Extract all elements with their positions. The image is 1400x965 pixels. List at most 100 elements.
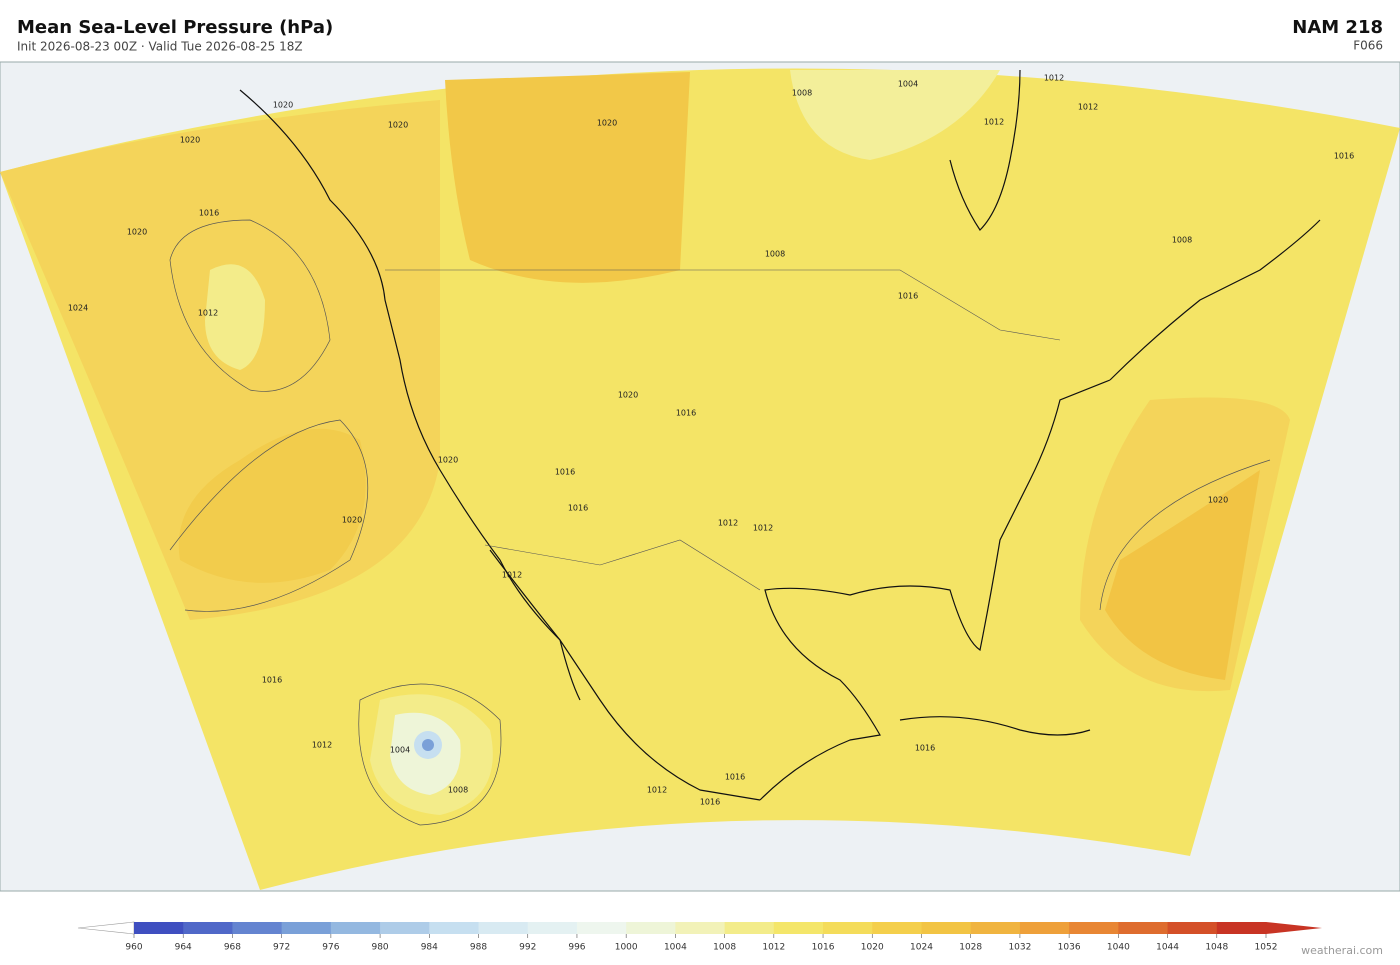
- colorbar-segment: [478, 922, 529, 934]
- high-north: [445, 72, 690, 283]
- colorbar-tick-label: 1000: [615, 943, 638, 953]
- isobar: [169, 219, 331, 392]
- colorbar-segment: [921, 922, 972, 934]
- contour-labels: 1020 1020 1020 1016 1020 1024 1012 1020 1016 1012…: [68, 74, 1354, 807]
- coastline-baja: [489, 549, 581, 701]
- colorbar-tick-label: 964: [175, 943, 192, 953]
- forecast-hour: F066: [1353, 39, 1383, 53]
- colorbar-tick-label: 1024: [910, 943, 933, 953]
- high-atlantic-core: [1105, 470, 1260, 680]
- colorbar-tick-label: 1040: [1107, 943, 1130, 953]
- contour-label: 1008: [1172, 236, 1192, 245]
- colorbar-segment: [527, 922, 578, 934]
- contour-label: 1012: [502, 571, 522, 580]
- contour-label: 1016: [700, 798, 720, 807]
- contour-label: 1020: [388, 121, 408, 130]
- contour-label: 1012: [1044, 74, 1064, 83]
- contour-label: 1012: [312, 741, 332, 750]
- colorbar-segment: [626, 922, 676, 934]
- contour-label: 1020: [180, 136, 200, 145]
- colorbar-segment: [1118, 922, 1169, 934]
- contour-label: 1008: [792, 89, 812, 98]
- contour-label: 1016: [676, 409, 696, 418]
- contour-label: 1012: [753, 524, 773, 533]
- high-west-core: [178, 428, 366, 583]
- colorbar-segment: [281, 922, 332, 934]
- colorbar-tick-label: 1036: [1058, 943, 1081, 953]
- colorbar-tick-label: 988: [470, 943, 487, 953]
- colorbar-segment: [1019, 922, 1070, 934]
- colorbar-tick-label: 976: [322, 943, 339, 953]
- colorbar-tick-label: 960: [125, 943, 142, 953]
- colorbar-segment: [1167, 922, 1218, 934]
- colorbar-extend-low: [77, 921, 135, 935]
- colorbar-tick-label: 992: [519, 943, 536, 953]
- contour-label: 1016: [725, 773, 745, 782]
- contour-label: 1012: [984, 118, 1004, 127]
- colorbar-tick-label: 1012: [762, 943, 785, 953]
- colorbar-tick-label: 968: [224, 943, 241, 953]
- map: 1020 1020 1020 1016 1020 1024 1012 1020 1016 1012…: [0, 61, 1400, 892]
- colorbar-tick-label: 972: [273, 943, 290, 953]
- colorbar-segment: [970, 922, 1021, 934]
- subtitle: Init 2026-08-23 00Z · Valid Tue 2026-08-…: [17, 40, 303, 54]
- contour-label: 1016: [568, 504, 588, 513]
- contour-label: 1024: [68, 304, 88, 313]
- contour-label: 1020: [342, 516, 362, 525]
- contour-label: 1016: [898, 292, 918, 301]
- contour-label: 1008: [765, 250, 785, 259]
- border-us-mexico: [484, 539, 761, 591]
- colorbar-segment: [134, 922, 184, 934]
- contour-label: 1020: [438, 456, 458, 465]
- coastline-west: [239, 89, 761, 801]
- contour-label: 1020: [618, 391, 638, 400]
- contour-label: 1012: [198, 309, 218, 318]
- colorbar-segment: [773, 922, 824, 934]
- contour-label: 1020: [597, 119, 617, 128]
- low-east: [790, 70, 1000, 160]
- contour-label: 1016: [262, 676, 282, 685]
- contour-label: 1020: [273, 101, 293, 110]
- colorbar-segment: [330, 922, 381, 934]
- contour-label: 1020: [1208, 496, 1228, 505]
- coastline-hudson: [949, 69, 1021, 231]
- coastline-cuba: [899, 716, 1091, 736]
- contour-label: 1008: [448, 786, 468, 795]
- colorbar-segment: [429, 922, 480, 934]
- contour-label: 1016: [915, 744, 935, 753]
- contour-label: 1020: [127, 228, 147, 237]
- colorbar-segment: [232, 922, 283, 934]
- coastline-gulf: [759, 379, 1111, 801]
- attribution: weatherai.com: [1301, 944, 1383, 957]
- colorbar-tick-label: 980: [371, 943, 388, 953]
- contour-label: 1012: [1078, 103, 1098, 112]
- colorbar-tick-label: 1044: [1156, 943, 1179, 953]
- colorbar-tick-label: 1004: [664, 943, 687, 953]
- isobar: [358, 683, 502, 826]
- contour-label: 1004: [898, 80, 918, 89]
- colorbar-segment: [675, 922, 726, 934]
- isobar: [1099, 459, 1271, 611]
- low-west: [205, 264, 265, 370]
- colorbar-segment: [380, 922, 430, 934]
- contour-label: 1012: [647, 786, 667, 795]
- colorbar-tick-label: 1020: [861, 943, 884, 953]
- colorbar-tick-label: 1048: [1205, 943, 1228, 953]
- colorbar-segment: [576, 922, 627, 934]
- colorbar-tick-label: 1016: [812, 943, 835, 953]
- colorbar-segment: [1216, 922, 1267, 934]
- model: NAM 218: [1292, 17, 1383, 38]
- colorbar-tick-label: 1052: [1255, 943, 1278, 953]
- contour-label: 1004: [390, 746, 410, 755]
- colorbar-segment: [183, 922, 233, 934]
- colorbar-tick-label: 996: [568, 943, 585, 953]
- isobar: [169, 419, 369, 612]
- colorbar-segment: [823, 922, 873, 934]
- colorbar-tick-label: 1008: [713, 943, 736, 953]
- border-us-canada: [385, 269, 1061, 341]
- colorbar-tick-label: 1028: [959, 943, 982, 953]
- hurricane-eye: [422, 739, 434, 751]
- colorbar-tick-label: 1032: [1008, 943, 1031, 953]
- title: Mean Sea-Level Pressure (hPa): [17, 17, 333, 38]
